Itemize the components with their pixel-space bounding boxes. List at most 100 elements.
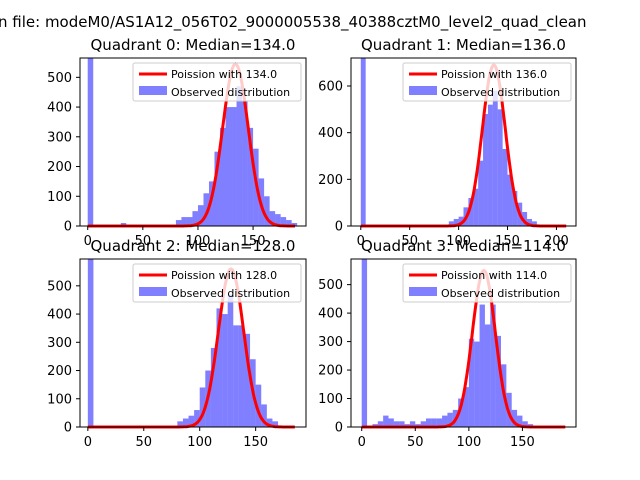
histogram-bar: [220, 127, 226, 226]
legend-label-observed: Observed distribution: [171, 287, 290, 300]
y-tick-label: 400: [47, 101, 72, 116]
y-tick-label: 200: [47, 160, 72, 175]
y-tick-label: 0: [335, 421, 343, 436]
histogram-bar: [236, 86, 243, 226]
y-tick-label: 0: [64, 421, 72, 436]
y-tick-label: 300: [47, 130, 72, 145]
legend-label-poisson: Poission with 114.0: [441, 269, 547, 282]
x-tick-label: 150: [510, 435, 535, 450]
chart-panel-quadrant-0: 0 50 100 150 0 100 200 300 400 500 Quadrant 0: Med…: [47, 36, 307, 249]
histogram-bar: [522, 212, 528, 226]
histogram-bar: [388, 418, 394, 427]
histogram-bar: [468, 198, 474, 226]
panel-title: Quadrant 0: Median=134.0: [91, 36, 296, 54]
histogram-bar: [188, 415, 195, 427]
y-tick-label: 100: [47, 190, 72, 205]
x-tick-label: 150: [243, 435, 268, 450]
legend-label-poisson: Poission with 134.0: [171, 68, 277, 81]
histogram-bar: [242, 101, 248, 226]
y-tick-label: 600: [318, 80, 343, 95]
y-tick-label: 500: [47, 71, 72, 86]
histogram-bar: [511, 409, 518, 427]
legend-swatch-observed: [409, 86, 437, 95]
histogram-bar: [203, 193, 209, 226]
histogram-bar: [478, 160, 484, 226]
histogram-bar: [474, 341, 480, 427]
legend-swatch-observed: [139, 86, 167, 95]
x-tick-label: 50: [401, 234, 418, 249]
axes-frame: [350, 258, 577, 428]
histogram-bar: [269, 211, 276, 226]
histogram-bar: [361, 259, 368, 427]
x-tick-label: 0: [357, 234, 365, 249]
legend-box: [402, 62, 572, 102]
histogram-bar: [447, 412, 453, 427]
histogram-bar: [192, 211, 198, 226]
histogram-bar: [458, 216, 464, 226]
histogram-bar: [87, 259, 94, 427]
histogram-bar: [495, 335, 501, 427]
x-tick-label: 50: [407, 435, 424, 450]
histogram-bar: [280, 217, 287, 226]
y-tick-label: 400: [318, 126, 343, 141]
histogram-bar: [261, 404, 267, 427]
histogram-bar: [399, 421, 405, 427]
histogram-bar: [522, 421, 528, 427]
histogram-bar: [87, 58, 94, 226]
y-tick-label: 200: [318, 364, 343, 379]
histogram-bar: [383, 415, 389, 427]
y-tick-label: 400: [47, 308, 72, 323]
figure-title: n file: modeM0/AS1A12_056T02_9000005538_…: [0, 13, 587, 32]
histogram-bar: [512, 191, 518, 226]
histogram-bar: [186, 217, 193, 226]
histogram-bar: [194, 410, 200, 427]
x-tick-label: 50: [135, 435, 152, 450]
x-tick-label: 100: [446, 234, 471, 249]
histogram-bar: [199, 387, 206, 427]
histogram-bar: [492, 90, 498, 227]
y-tick-label: 300: [47, 336, 72, 351]
x-tick-label: 200: [544, 234, 569, 249]
histogram-bar: [225, 107, 232, 226]
histogram-bar: [233, 325, 239, 427]
histogram-bar: [448, 221, 454, 226]
histogram-bar: [442, 415, 448, 427]
x-tick-label: 0: [358, 435, 366, 450]
histogram-bar: [231, 107, 237, 226]
y-tick-label: 0: [335, 220, 343, 235]
legend-label-observed: Observed distribution: [441, 287, 560, 300]
y-tick-label: 300: [318, 335, 343, 350]
histogram-bar: [517, 415, 523, 427]
panel-title: Quadrant 2: Median=128.0: [91, 237, 296, 255]
histogram-bar: [264, 196, 270, 226]
histogram-bar: [507, 174, 513, 226]
histogram-bar: [431, 418, 437, 427]
histogram-bar: [377, 421, 384, 427]
histogram-bar: [272, 421, 279, 427]
chart-panel-quadrant-1: 0 50 100 150 200 0 200 400 600 Quadrant 1: Median…: [318, 36, 577, 249]
histogram-bar: [453, 219, 459, 226]
x-tick-label: 100: [187, 435, 212, 450]
y-tick-label: 100: [47, 392, 72, 407]
histogram-bar: [531, 221, 537, 226]
histogram-bar: [527, 219, 532, 226]
legend-swatch-observed: [139, 287, 167, 296]
histogram-bar: [487, 104, 493, 226]
histogram-bar: [177, 421, 183, 427]
histogram-bar: [208, 181, 215, 226]
legend-label-poisson: Poission with 136.0: [441, 68, 547, 81]
histogram-bar: [484, 324, 491, 427]
histogram-bar: [244, 333, 251, 427]
histogram-bar: [458, 398, 464, 427]
histogram-bar: [182, 418, 189, 427]
histogram-bar: [393, 421, 400, 427]
y-tick-label: 500: [318, 278, 343, 293]
histogram-bar: [463, 387, 469, 427]
histogram-bar: [247, 127, 254, 226]
x-tick-label: 50: [135, 234, 152, 249]
legend-label-poisson: Poission with 128.0: [171, 269, 277, 282]
y-tick-label: 500: [47, 279, 72, 294]
